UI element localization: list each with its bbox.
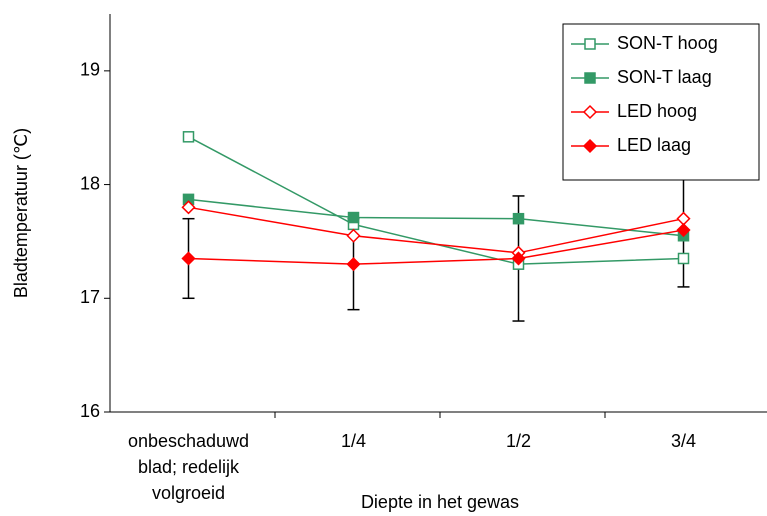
marker bbox=[582, 104, 598, 120]
marker bbox=[582, 138, 598, 154]
marker bbox=[512, 212, 525, 225]
y-axis-label: Bladtemperatuur (℃) bbox=[11, 128, 31, 298]
marker bbox=[346, 257, 361, 272]
marker bbox=[181, 251, 196, 266]
y-tick-label: 16 bbox=[80, 401, 100, 421]
marker bbox=[676, 211, 691, 226]
series-line bbox=[188, 198, 684, 237]
x-tick-label: 3/4 bbox=[670, 431, 697, 451]
series-line bbox=[188, 229, 684, 265]
series-line bbox=[188, 206, 684, 254]
marker bbox=[347, 211, 360, 224]
y-tick-label: 19 bbox=[80, 60, 100, 80]
legend-label: SON-T hoog bbox=[617, 33, 718, 53]
legend-label: LED hoog bbox=[617, 101, 697, 121]
y-tick-label: 18 bbox=[80, 173, 100, 193]
x-tick-label: 1/4 bbox=[340, 431, 367, 451]
marker bbox=[346, 228, 361, 243]
marker bbox=[511, 251, 526, 266]
marker bbox=[182, 131, 195, 143]
x-axis-label: Diepte in het gewas bbox=[361, 492, 519, 512]
legend-box bbox=[562, 23, 760, 181]
marker bbox=[584, 38, 596, 50]
marker bbox=[677, 252, 690, 265]
marker bbox=[676, 222, 691, 238]
legend-label: LED laag bbox=[617, 135, 691, 155]
marker bbox=[181, 200, 196, 215]
y-tick-label: 17 bbox=[80, 287, 100, 307]
marker bbox=[584, 72, 596, 84]
legend-label: SON-T laag bbox=[617, 67, 712, 87]
x-tick-label: 1/2 bbox=[505, 431, 532, 451]
x-tick-label: onbeschaduwd blad; redelijk volgroeid bbox=[127, 431, 250, 503]
